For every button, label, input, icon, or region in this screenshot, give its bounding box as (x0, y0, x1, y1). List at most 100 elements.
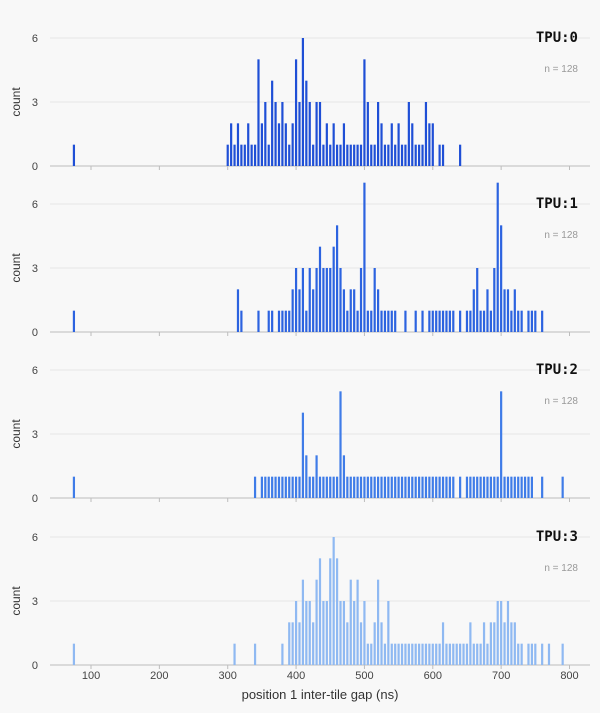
panel-title: TPU:0 (536, 30, 578, 46)
histogram-bar (380, 310, 383, 332)
histogram-bar (411, 643, 414, 665)
histogram-bar (346, 144, 349, 166)
x-tick-label: 600 (424, 670, 442, 682)
histogram-bar (441, 310, 445, 332)
histogram-bar (489, 310, 492, 332)
histogram-bar (294, 59, 298, 167)
histogram-bar (431, 123, 434, 166)
histogram-bar (486, 643, 489, 665)
histogram-bar (349, 476, 352, 498)
histogram-bar (377, 579, 380, 665)
y-tick-label: 0 (32, 660, 38, 672)
histogram-bar (301, 38, 305, 166)
histogram-bar (226, 144, 229, 166)
histogram-bar (493, 476, 496, 498)
histogram-bar (298, 102, 301, 166)
histogram-bar (288, 476, 291, 498)
histogram-bar (448, 310, 451, 332)
histogram-bar (387, 144, 390, 166)
histogram-bar (308, 601, 311, 665)
histogram-bar (312, 476, 315, 498)
histogram-bar (274, 476, 277, 498)
histogram-bar (469, 622, 472, 665)
histogram-bar (253, 476, 257, 498)
histogram-bar (288, 622, 291, 665)
histogram-bar (281, 643, 284, 665)
histogram-bar (383, 643, 387, 665)
histogram-bar (373, 268, 376, 332)
histogram-bar (373, 144, 376, 166)
histogram-bar (72, 144, 76, 166)
histogram-bar (264, 102, 267, 166)
histogram-bar (469, 310, 472, 332)
histogram-bar (288, 144, 291, 166)
y-tick-label: 6 (32, 33, 38, 45)
histogram-bar (394, 310, 397, 332)
histogram-bar (400, 643, 404, 665)
histogram-bar (291, 123, 294, 166)
histogram-bar (407, 643, 410, 665)
histogram-bar (281, 102, 284, 166)
histogram-bar (506, 601, 510, 665)
histogram-bar (315, 102, 318, 166)
y-tick-label: 3 (32, 429, 38, 441)
histogram-bar (233, 643, 236, 665)
histogram-bar (264, 476, 267, 498)
histogram-bar (455, 643, 458, 665)
histogram-bar (438, 476, 441, 498)
histogram-bar (469, 476, 472, 498)
histogram-bar (312, 144, 315, 166)
histogram-bar (346, 622, 349, 665)
histogram-bar (486, 476, 489, 498)
histogram-bar (421, 310, 424, 332)
histogram-bar (298, 476, 301, 498)
histogram-bar (240, 310, 243, 332)
histogram-bar (377, 102, 380, 166)
histogram-bar (380, 476, 383, 498)
histogram-bar (325, 268, 328, 332)
histogram-bar (329, 268, 332, 332)
histogram-bar (260, 123, 263, 166)
histogram-bar (500, 391, 503, 498)
histogram-bar (291, 476, 294, 498)
histogram-bar (431, 643, 434, 665)
histogram-bar (233, 144, 236, 166)
histogram-bar (383, 310, 387, 332)
histogram-bar (332, 537, 335, 665)
histogram-bar (476, 643, 479, 665)
histogram-bar (503, 476, 506, 498)
histogram-bar (407, 476, 410, 498)
histogram-bar (271, 310, 274, 332)
x-tick-label: 400 (287, 670, 305, 682)
panel-title: TPU:3 (536, 529, 578, 545)
histogram-bar (325, 476, 328, 498)
histogram-bar (547, 643, 551, 665)
histogram-bar (411, 123, 414, 166)
histogram-bar (517, 643, 520, 665)
histogram-bar (301, 268, 305, 332)
histogram-bar (342, 289, 346, 332)
histogram-bar (356, 579, 359, 665)
histogram-bar (353, 601, 356, 665)
histogram-bar (305, 455, 308, 498)
histogram-bar (462, 643, 465, 665)
histogram-bar (298, 622, 301, 665)
histogram-bar (363, 476, 366, 498)
histogram-bar (301, 579, 305, 665)
histogram-bar (363, 601, 366, 665)
histogram-bar (421, 476, 424, 498)
histogram-bar (496, 601, 499, 665)
sample-count-label: n = 128 (544, 396, 578, 407)
histogram-bar (349, 289, 352, 332)
x-axis-title: position 1 inter-tile gap (ns) (242, 687, 399, 702)
y-axis-label: count (9, 87, 23, 117)
histogram-bar (370, 476, 373, 498)
histogram-bar (527, 310, 530, 332)
histogram-bar (342, 123, 346, 166)
histogram-bar (356, 144, 359, 166)
histogram-bar (397, 123, 400, 166)
histogram-bar (489, 476, 492, 498)
histogram-bar (346, 310, 349, 332)
histogram-bar (308, 102, 311, 166)
